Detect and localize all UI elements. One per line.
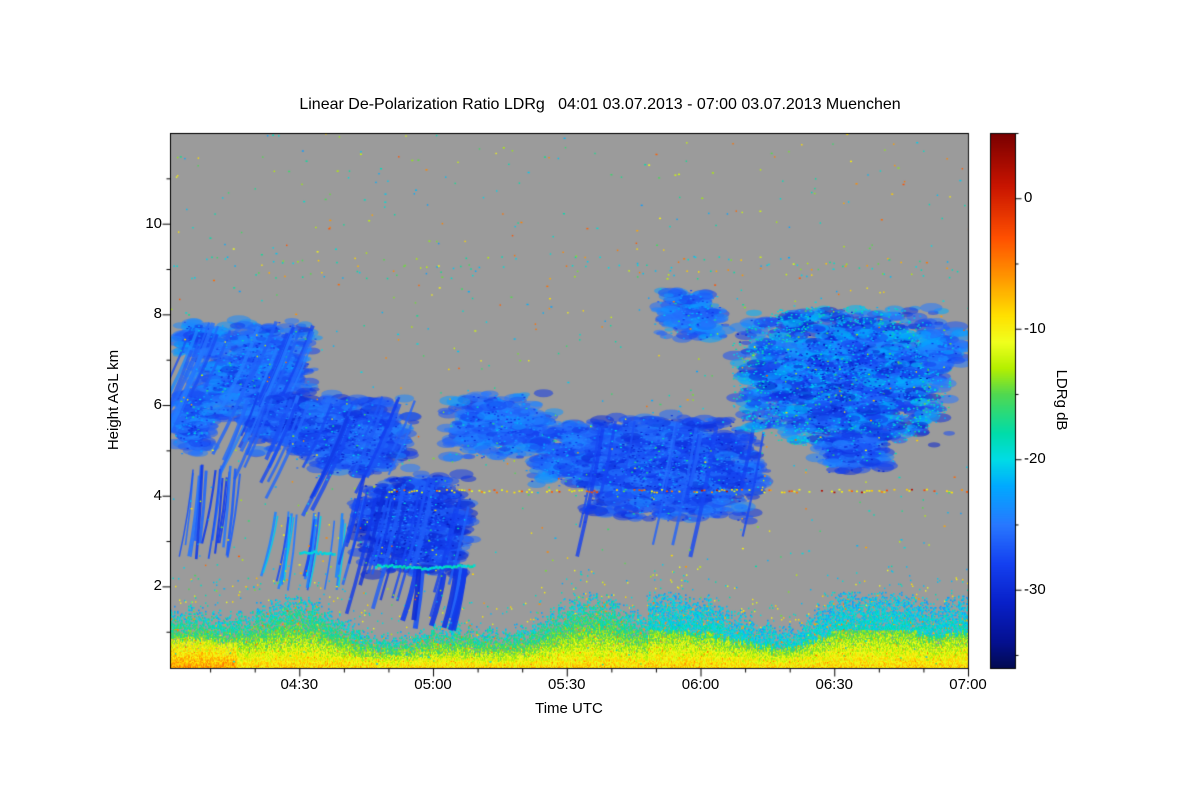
chart-title: Linear De-Polarization Ratio LDRg 04:01 … — [299, 96, 901, 113]
y-tick-label: 4 — [153, 486, 162, 504]
x-tick-label: 05:30 — [547, 676, 586, 693]
colorbar-tick-label: -10 — [1024, 319, 1046, 337]
colorbar-tick-label: -20 — [1024, 450, 1046, 468]
x-tick-label: 04:30 — [280, 676, 319, 693]
y-tick-label: 8 — [153, 305, 162, 323]
y-tick-label: 2 — [153, 577, 162, 595]
heatmap-canvas — [170, 133, 968, 668]
colorbar-tick-label: 0 — [1024, 189, 1033, 207]
colorbar-label: LDRg dB — [1053, 369, 1070, 431]
x-tick-label: 07:00 — [949, 676, 987, 693]
y-tick-label: 6 — [153, 396, 162, 414]
x-tick-label: 05:00 — [414, 676, 452, 693]
colorbar-tick-label: -30 — [1024, 580, 1046, 598]
x-tick-label: 06:00 — [681, 676, 720, 693]
y-tick-label: 10 — [145, 214, 162, 232]
x-tick-label: 06:30 — [815, 676, 854, 693]
x-axis-label: Time UTC — [535, 700, 603, 717]
